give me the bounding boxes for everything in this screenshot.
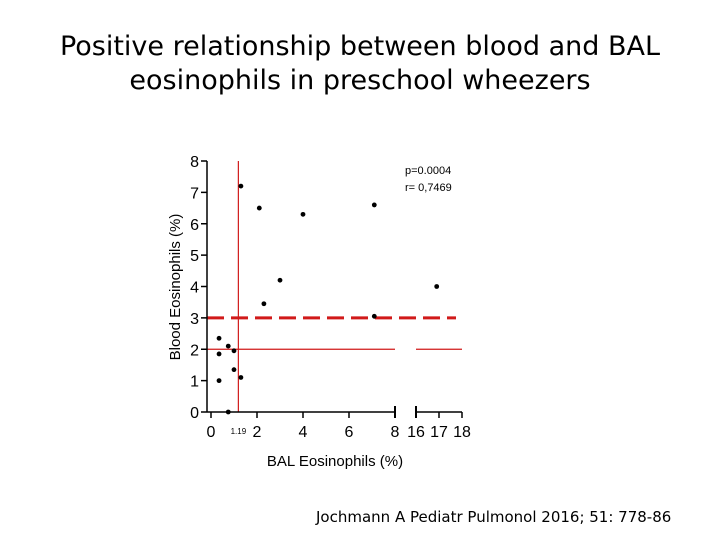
x-cutoff-label: 1.19 (231, 427, 247, 436)
x-tick-label: 18 (453, 424, 471, 441)
data-point (371, 313, 377, 319)
y-tick-label: 5 (190, 248, 199, 265)
y-tick-label: 3 (190, 311, 199, 328)
data-point (216, 351, 222, 357)
y-tick-label: 6 (190, 217, 199, 234)
x-tick-label: 6 (345, 424, 354, 441)
data-point (216, 378, 222, 384)
data-point (225, 343, 231, 349)
data-point (256, 205, 262, 211)
x-tick-label: 4 (299, 424, 308, 441)
data-point (371, 202, 377, 208)
slide-title: Positive relationship between blood and … (40, 30, 680, 98)
x-tick-label: 16 (407, 424, 425, 441)
data-point (300, 211, 306, 217)
data-point (261, 301, 267, 307)
y-tick-label: 7 (190, 185, 199, 202)
data-point (231, 367, 237, 373)
data-point (434, 284, 440, 289)
slide-title-line-1: Positive relationship between blood and … (59, 31, 661, 62)
data-point (277, 277, 283, 283)
data-point (231, 348, 237, 354)
axes: 0 1 2 3 4 5 6 7 8 0 2 4 6 8 16 17 18 1.19 (190, 154, 471, 441)
data-point (238, 375, 244, 380)
y-tick-label: 1 (190, 374, 199, 391)
x-tick-label: 17 (430, 424, 448, 441)
y-axis-label: Blood Eosinophils (%) (167, 214, 184, 361)
data-point (216, 335, 222, 341)
x-tick-label: 8 (391, 424, 400, 441)
x-tick-label: 0 (207, 424, 216, 441)
slide-title-line-2: eosinophils in preschool wheezers (129, 65, 591, 96)
x-tick-label: 2 (253, 424, 262, 441)
plot-area: p=0.0004 r= 0,7469 (207, 161, 462, 415)
citation: Jochmann A Pediatr Pulmonol 2016; 51: 77… (316, 508, 672, 526)
y-tick-label: 8 (190, 154, 199, 171)
y-tick-label: 4 (190, 280, 199, 297)
p-value-annotation: p=0.0004 (405, 165, 451, 177)
y-tick-label: 2 (190, 342, 199, 359)
data-point (238, 183, 244, 189)
y-tick-label: 0 (190, 405, 199, 422)
x-axis-label: BAL Eosinophils (%) (267, 453, 403, 470)
r-value-annotation: r= 0,7469 (405, 182, 452, 194)
